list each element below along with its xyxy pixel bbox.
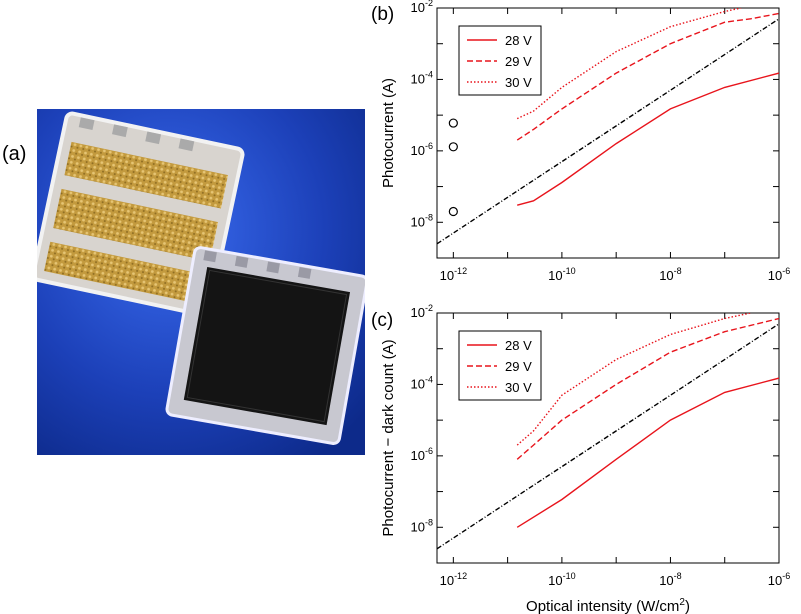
series-line-30V [516,313,751,446]
legend-label: 30 V [505,380,532,395]
x-axis-label: Optical intensity (W/cm2) [526,597,690,614]
x-tick-label: 10-6 [768,266,790,283]
y-tick-label: 10-8 [411,212,433,229]
plot-frame-c [436,312,780,564]
y-tick-label: 10-6 [411,446,433,463]
device-photo [37,109,365,455]
reference-line [437,18,779,245]
x-tick-label: 10-12 [440,571,467,588]
series-line-28V [517,72,779,206]
y-tick-label: 10-4 [411,69,433,86]
legend-label: 29 V [505,54,532,69]
dark-count-marker [448,142,458,152]
series-line-29V [516,317,779,460]
y-axis-label: Photocurrent − dark count (A) [380,339,397,536]
y-tick-label: 10-2 [411,0,433,15]
panel-label-a: (a) [2,143,27,165]
y-axis-label: Photocurrent (A) [380,78,397,188]
x-tick-label: 10-8 [659,266,681,283]
y-tick-label: 10-4 [411,374,433,391]
x-tick-label: 10-10 [548,571,575,588]
legend-label: 30 V [505,75,532,90]
legend-label: 28 V [505,33,532,48]
legend-label: 28 V [505,338,532,353]
x-tick-label: 10-10 [548,266,575,283]
chart-b: (b) 10-12 10-10 10-8 10-6 10-8 10-6 10-4 10-2 Pho… [371,0,790,283]
x-tick-label: 10-12 [440,266,467,283]
series-line-29V [516,12,779,141]
dark-count-marker [448,206,458,217]
legend-label: 29 V [505,359,532,374]
dark-chip-device [165,246,365,445]
chart-c: (c) 10-12 10-10 10-8 10-6 10-8 10-6 10-4 10-2 Pho… [371,303,790,614]
series-line-30V [516,8,742,120]
panel-label-c: (c) [371,310,393,331]
y-tick-label: 10-8 [411,517,433,534]
x-tick-label: 10-8 [659,571,681,588]
dark-count-marker [448,118,458,128]
panel-label-b: (b) [371,4,394,25]
gold-pad-device [37,111,245,318]
plot-frame-b [436,7,780,259]
y-tick-label: 10-6 [411,141,433,158]
series-line-28V [516,377,779,528]
y-tick-label: 10-2 [411,303,433,320]
reference-line [437,323,779,550]
x-tick-label: 10-6 [768,571,790,588]
